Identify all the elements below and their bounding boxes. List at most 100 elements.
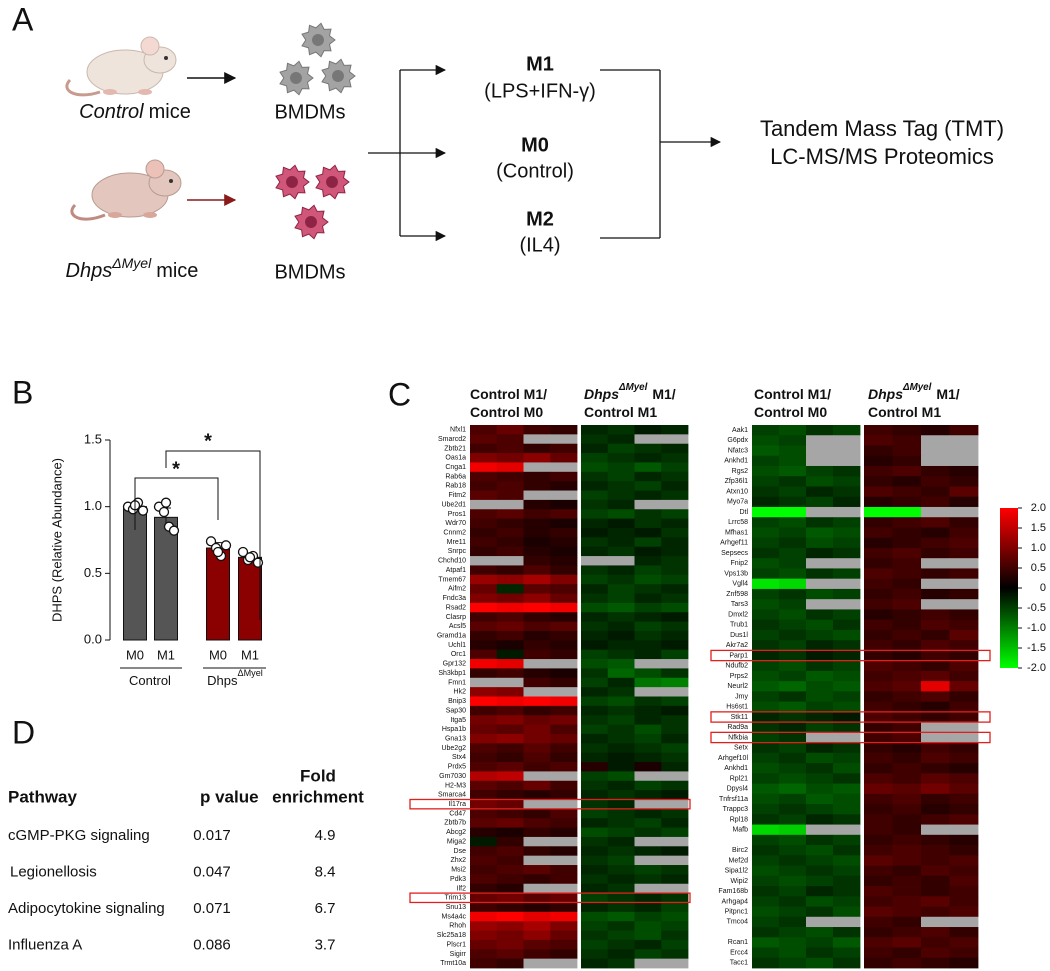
heatmap-cell: [634, 818, 662, 828]
heatmap-cell: [661, 930, 689, 941]
heatmap-cell: [523, 818, 551, 828]
heatmap-cell: [752, 824, 780, 836]
heatmap-cell: [806, 619, 834, 631]
heatmap-cell: [607, 883, 635, 894]
heatmap-cell: [496, 490, 524, 501]
x-tick-label: M0: [209, 647, 227, 662]
heatmap-cell: [607, 874, 635, 885]
heatmap-cell: [550, 949, 578, 960]
heatmap-cell: [470, 481, 498, 491]
gene-label: Myo7a: [727, 499, 748, 506]
heatmap-cell: [833, 640, 861, 651]
heatmap-cell: [581, 649, 609, 660]
heatmap-cell: [779, 793, 807, 805]
heatmap-cell: [470, 556, 498, 566]
heatmap-cell: [806, 783, 834, 795]
heatmap-cell: [496, 659, 524, 669]
heatmap-cell: [921, 476, 950, 487]
gene-label: Trim13: [444, 895, 466, 902]
column-header-part: ΔMyel: [618, 382, 648, 393]
heatmap-cell: [607, 865, 635, 875]
heatmap-cell: [523, 649, 551, 660]
heatmap-cell: [523, 556, 551, 566]
gene-label: Nfkbia: [728, 734, 748, 741]
heatmap-cell: [949, 465, 979, 477]
heatmap-cell: [581, 930, 609, 941]
heatmap-cell: [661, 574, 689, 585]
heatmap-cell: [892, 783, 922, 795]
heatmap-cell: [581, 705, 609, 716]
heatmap-cell: [496, 668, 524, 679]
gene-label: Setx: [734, 745, 749, 752]
heatmap-cell: [523, 621, 551, 632]
heatmap-cell: [470, 443, 498, 454]
heatmap-cell: [550, 799, 578, 810]
heatmap-cell: [949, 609, 979, 621]
heatmap-cell: [550, 771, 578, 782]
heatmap-cell: [496, 434, 524, 445]
heatmap-cell: [833, 670, 861, 682]
column-header: DhpsΔMyel M1/: [868, 382, 960, 402]
gene-label: Neurl2: [727, 683, 748, 690]
heatmap-cell: [661, 696, 689, 707]
gene-label: Wdr70: [445, 520, 466, 527]
cell-nucleus: [305, 216, 317, 228]
heatmap-cell: [661, 921, 689, 931]
heatmap-cell: [833, 527, 861, 539]
heatmap-cell: [523, 443, 551, 454]
colorbar-tick-label: 2.0: [1031, 502, 1046, 514]
gene-label: Wipi2: [730, 878, 748, 885]
heatmap-cell: [921, 425, 950, 436]
gene-label: Oas1a: [445, 455, 466, 462]
gene-label: Znf598: [726, 591, 748, 598]
heatmap-cell: [833, 486, 861, 498]
heatmap-cell: [661, 818, 689, 828]
colorbar-tick-label: -0.5: [1027, 602, 1046, 614]
heatmap-cell: [550, 874, 578, 885]
heatmap-cell: [806, 599, 834, 610]
heatmap-cell: [470, 874, 498, 885]
y-tick-label: 1.0: [84, 498, 102, 513]
heatmap-cell: [634, 696, 662, 707]
heatmap-cell: [752, 957, 780, 969]
heatmap-cell: [892, 558, 922, 569]
gene-label: Arhgef10l: [718, 755, 748, 762]
gene-label: Arhgap4: [722, 898, 749, 905]
heatmap-cell: [779, 476, 807, 487]
heatmap-cell: [550, 612, 578, 622]
gene-label: Rgs2: [732, 468, 748, 475]
heatmap-cell: [892, 517, 922, 528]
table-cell: 0.047: [193, 863, 231, 880]
heatmap-cell: [523, 687, 551, 697]
heatmap-cell: [752, 425, 780, 436]
heatmap-cell: [779, 732, 807, 744]
heatmap-cell: [634, 453, 662, 463]
heatmap-cell: [864, 650, 893, 662]
heatmap-cell: [892, 547, 922, 559]
heatmap-cell: [864, 660, 893, 672]
heatmap-cell: [550, 602, 578, 613]
heatmap-cell: [752, 927, 780, 938]
heatmap-cell: [581, 677, 609, 688]
gene-label: Zhx2: [450, 857, 466, 864]
heatmap-cell: [496, 518, 524, 529]
heatmap-cell: [864, 896, 893, 907]
heatmap-cell: [779, 783, 807, 795]
heatmap-cell: [523, 902, 551, 913]
heatmap-cell: [634, 574, 662, 585]
gene-label: Gpr132: [443, 661, 466, 668]
heatmap-cell: [833, 845, 861, 856]
heatmap-cell: [496, 537, 524, 548]
heatmap-cell: [581, 743, 609, 754]
heatmap-cell: [496, 677, 524, 688]
heatmap-cell: [864, 886, 893, 897]
heatmap-cell: [779, 773, 807, 784]
heatmap-cell: [779, 568, 807, 580]
heatmap-cell: [523, 958, 551, 969]
gene-label: Rab18: [445, 483, 466, 490]
heatmap-cell: [661, 537, 689, 548]
heatmap-cell: [752, 517, 780, 528]
heatmap-cell: [752, 875, 780, 887]
gene-label: Rcan1: [728, 939, 748, 946]
heatmap-cell: [864, 927, 893, 938]
